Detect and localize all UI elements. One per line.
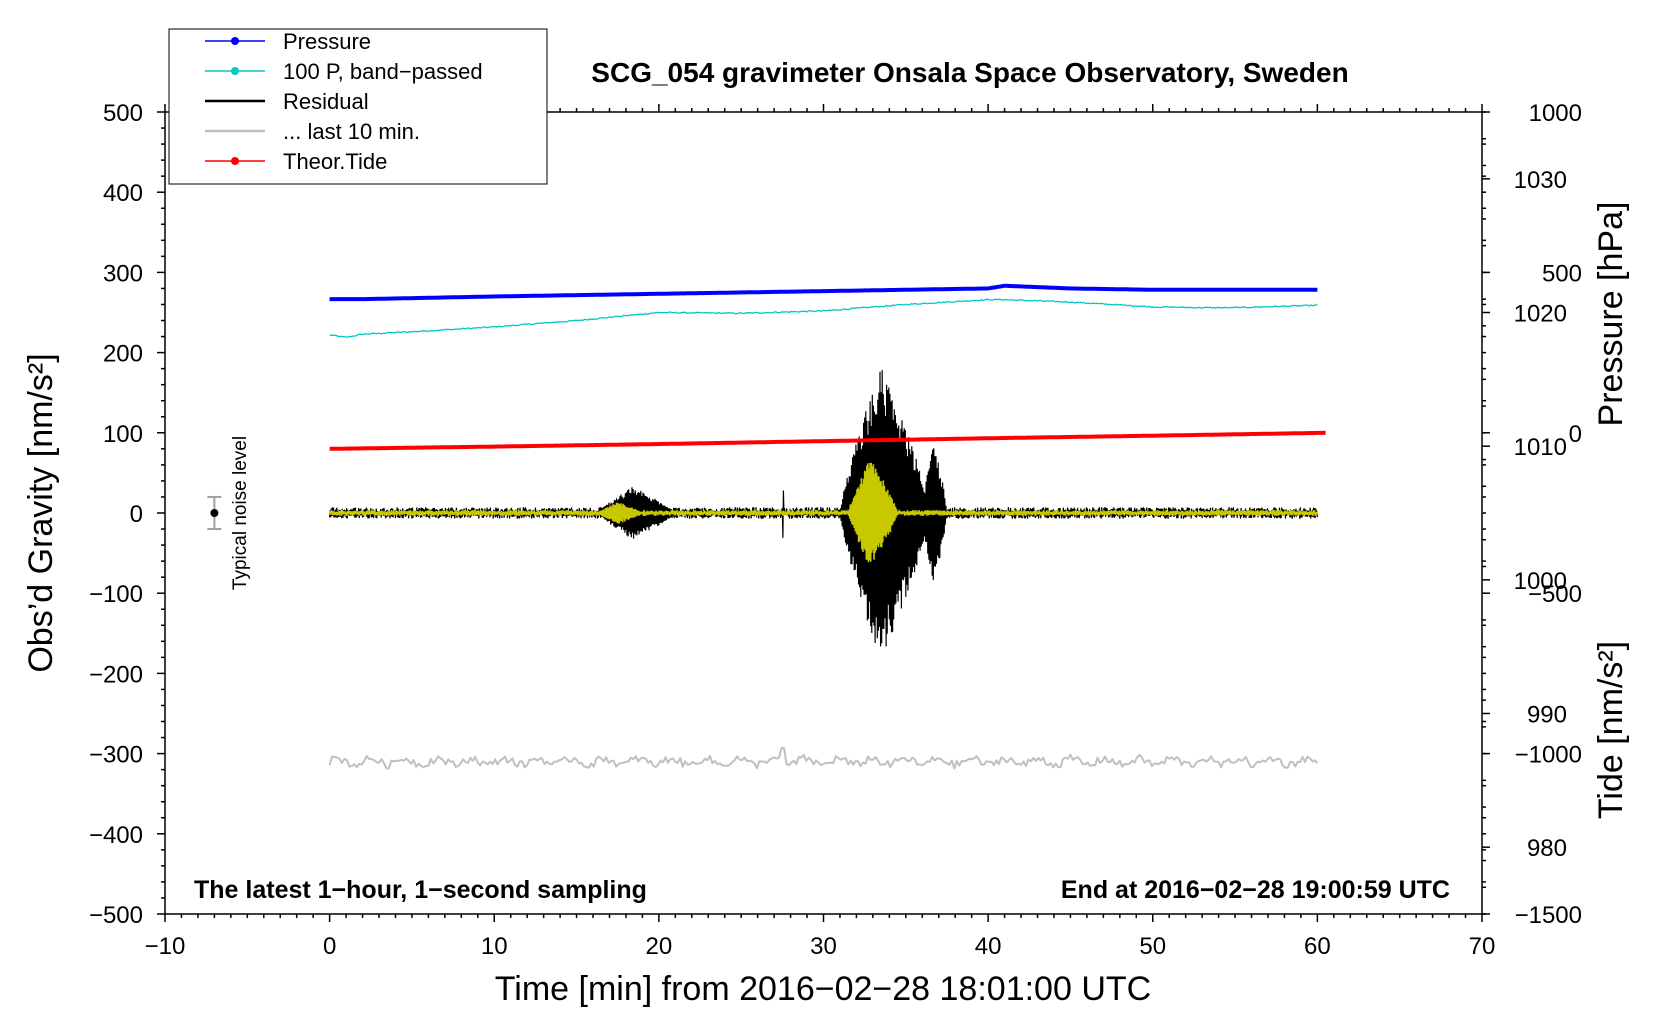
y-tick-label: 200 (103, 341, 143, 368)
series-layer (328, 283, 1326, 770)
series-residual (329, 370, 1318, 647)
legend-label: 100 P, band−passed (283, 59, 483, 84)
x-tick-label: 20 (646, 933, 673, 960)
x-tick-label: 0 (323, 933, 336, 960)
x-tick-label: −10 (145, 933, 186, 960)
y-tick-label: 300 (103, 260, 143, 287)
legend-entries: Pressure 100 P, band−passed Residual ... la… (205, 29, 483, 174)
y-axis-label-left: Obs’d Gravity [nm/s²] (22, 353, 60, 672)
noise-error-bar (207, 495, 222, 531)
series-100-p-band-passed (329, 298, 1318, 338)
tide-tick-label: −1000 (1515, 742, 1582, 769)
noise-indicator: Typical noise level (207, 436, 251, 590)
legend-label: ... last 10 min. (283, 119, 420, 144)
pressure-tick-label: 990 (1527, 702, 1567, 729)
legend: Pressure 100 P, band−passed Residual ... la… (168, 28, 548, 185)
noise-indicator-label: Typical noise level (230, 436, 251, 590)
series-last-10-min (328, 747, 1319, 770)
legend-entry: 100 P, band−passed (205, 59, 483, 84)
tide-tick-label: −500 (1528, 581, 1582, 608)
chart-title: SCG_054 gravimeter Onsala Space Observat… (591, 57, 1348, 88)
legend-entry: Residual (205, 89, 369, 114)
noise-point (210, 509, 219, 517)
pressure-tick-label: 1030 (1514, 167, 1567, 194)
legend-label: Theor.Tide (283, 149, 387, 174)
y-tick-label: −100 (89, 581, 143, 608)
x-tick-label: 10 (481, 933, 508, 960)
tide-tick-label: 0 (1569, 421, 1582, 448)
pressure-tick-label: 980 (1527, 835, 1567, 862)
pressure-tick-label: 1000 (1514, 568, 1567, 595)
legend-marker (231, 67, 239, 75)
plot-frame (164, 111, 1483, 915)
x-tick-label: 60 (1304, 933, 1331, 960)
tide-tick-label: 500 (1542, 260, 1582, 287)
tick-labels: −10 0 10 20 30 40 50 60 705004003002001000−100−2… (89, 100, 1582, 960)
x-tick-label: 50 (1139, 933, 1166, 960)
series-theor-tide (329, 430, 1326, 451)
x-tick-label: 40 (975, 933, 1002, 960)
y-tick-label: 400 (103, 180, 143, 207)
series-pressure (329, 283, 1318, 302)
legend-label: Residual (283, 89, 369, 114)
y-tick-label: −500 (89, 902, 143, 929)
x-axis-label: Time [min] from 2016−02−28 18:01:00 UTC (495, 970, 1151, 1008)
pressure-tick-label: 1020 (1514, 301, 1567, 328)
legend-entry: ... last 10 min. (205, 119, 420, 144)
y-axis-label-tide: Tide [nm/s²] (1592, 641, 1630, 819)
legend-entry: Theor.Tide (205, 149, 387, 174)
legend-marker (231, 157, 239, 165)
sampling-note: The latest 1−hour, 1−second sampling (194, 876, 647, 904)
x-tick-label: 30 (810, 933, 837, 960)
legend-entry: Pressure (205, 29, 371, 54)
legend-label: Pressure (283, 29, 371, 54)
y-tick-label: 100 (103, 421, 143, 448)
y-tick-label: 0 (130, 501, 143, 528)
y-tick-label: −400 (89, 822, 143, 849)
pressure-tick-label: 1010 (1514, 434, 1567, 461)
tide-tick-label: −1500 (1515, 902, 1582, 929)
series-filtered-residual (328, 462, 1319, 563)
y-axis-label-pressure: Pressure [hPa] (1592, 202, 1630, 427)
legend-box (168, 28, 548, 185)
y-tick-label: −300 (89, 742, 143, 769)
end-time-note: End at 2016−02−28 19:00:59 UTC (1061, 876, 1450, 904)
x-tick-label: 70 (1469, 933, 1496, 960)
legend-marker (231, 37, 239, 45)
y-tick-label: −200 (89, 661, 143, 688)
tide-tick-label: 1000 (1529, 100, 1582, 127)
y-tick-label: 500 (103, 100, 143, 127)
